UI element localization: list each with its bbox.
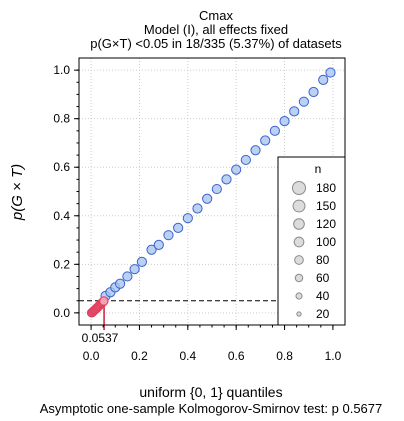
legend-label: 60: [316, 271, 330, 285]
legend-symbol: [294, 255, 304, 265]
legend-symbol: [296, 311, 302, 317]
point-nonsignificant: [163, 230, 174, 241]
size-legend: n 180 150 120 100 80 60 40 20: [277, 156, 346, 326]
legend-title: n: [315, 162, 322, 176]
legend-symbol: [295, 292, 303, 300]
point-nonsignificant: [192, 203, 203, 214]
legend-label: 150: [316, 199, 336, 213]
ks-test-footer: Asymptotic one-sample Kolmogorov-Smirnov…: [40, 401, 383, 416]
x-axis: 0.0 0.2 0.4 0.6 0.8 1.0: [83, 325, 342, 363]
point-nonsignificant: [136, 256, 147, 267]
legend-symbol: [292, 199, 306, 213]
point-nonsignificant: [221, 174, 232, 185]
legend-label: 20: [316, 307, 330, 321]
legend-label: 120: [316, 217, 336, 231]
point-nonsignificant: [182, 213, 193, 224]
point-nonsignificant: [240, 154, 251, 166]
point-nonsignificant: [153, 239, 164, 250]
point-nonsignificant: [250, 145, 261, 156]
y-tick-label: 0.2: [53, 257, 70, 271]
point-nonsignificant: [231, 164, 242, 175]
point-nonsignificant: [202, 193, 213, 204]
point-nonsignificant: [260, 135, 271, 146]
point-nonsignificant: [115, 278, 126, 289]
x-tick-label: 0.6: [228, 349, 245, 363]
chart-title: Cmax: [199, 8, 233, 23]
point-nonsignificant: [122, 271, 133, 282]
point-nonsignificant: [173, 222, 184, 234]
point-nonsignificant: [289, 106, 300, 117]
point-nonsignificant: [308, 86, 319, 98]
point-nonsignificant: [269, 125, 280, 136]
legend-label: 40: [316, 289, 330, 303]
chart-subtitle-significance: p(G×T) <0.05 in 18/335 (5.37%) of datase…: [90, 36, 342, 51]
legend-symbol: [292, 181, 306, 195]
chart-subtitle-model: Model (I), all effects fixed: [144, 22, 288, 37]
point-nonsignificant: [129, 264, 140, 275]
x-tick-label: 1.0: [325, 349, 342, 363]
y-tick-label: 0.8: [53, 112, 70, 126]
point-nonsignificant: [279, 116, 290, 127]
legend-symbol: [294, 273, 304, 283]
x-axis-label: uniform {0, 1} quantiles: [139, 384, 282, 400]
x-tick-label: 0.2: [131, 349, 148, 363]
y-tick-label: 0.6: [53, 160, 70, 174]
point-nonsignificant: [298, 96, 309, 107]
y-tick-label: 0.4: [53, 209, 70, 223]
legend-label: 100: [316, 235, 336, 249]
x-tick-label: 0.8: [276, 349, 293, 363]
point-nonsignificant: [146, 244, 157, 255]
point-significant: [99, 296, 109, 306]
point-nonsignificant: [318, 74, 329, 85]
y-axis-label: p(G × T): [9, 164, 26, 221]
point-nonsignificant: [325, 67, 336, 78]
point-nonsignificant: [211, 183, 222, 195]
legend-symbol: [293, 218, 305, 230]
x-tick-label: 0.0: [83, 349, 100, 363]
x-tick-label: 0.4: [179, 349, 196, 363]
legend-symbol: [293, 236, 305, 248]
critical-quantile-label: 0.0537: [82, 331, 119, 345]
data-points: [86, 67, 336, 318]
legend-label: 180: [316, 181, 336, 195]
y-tick-label: 0.0: [53, 306, 70, 320]
legend-label: 80: [316, 253, 330, 267]
legend-box: [277, 156, 346, 326]
y-axis: 0.0 0.2 0.4 0.6 0.8 1.0: [53, 63, 79, 320]
y-tick-label: 1.0: [53, 63, 70, 77]
